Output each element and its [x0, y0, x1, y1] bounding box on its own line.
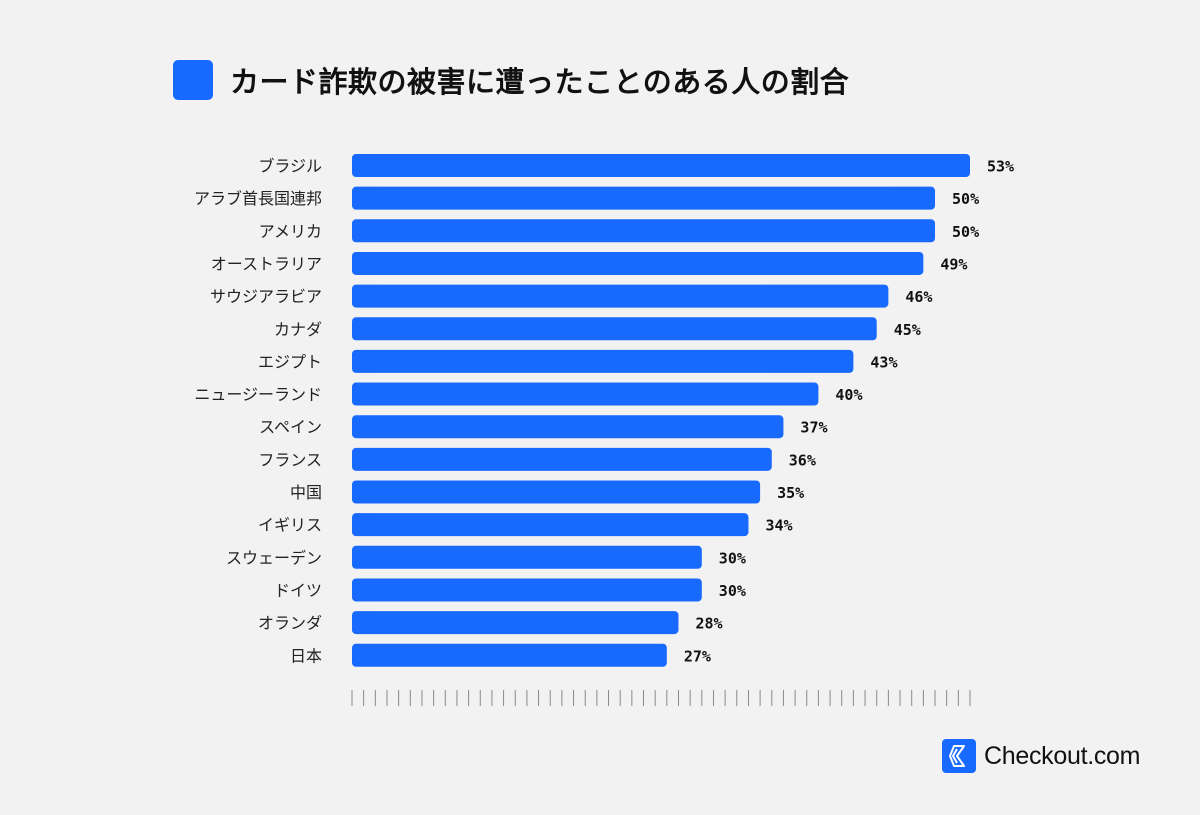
value-label: 34% [765, 517, 792, 535]
value-label: 28% [695, 615, 722, 633]
bar [352, 415, 784, 439]
bar [352, 447, 772, 471]
value-label: 49% [940, 255, 967, 273]
title-marker-square [173, 60, 213, 100]
category-label: アラブ首長国連邦 [194, 189, 322, 208]
bar [352, 480, 761, 504]
category-label: カナダ [274, 320, 322, 339]
category-label: エジプト [258, 352, 322, 371]
value-label: 37% [800, 419, 827, 437]
value-label: 35% [777, 484, 804, 502]
value-label: 50% [952, 190, 979, 208]
category-label: 中国 [290, 483, 322, 502]
bar [352, 349, 854, 373]
value-label: 43% [870, 353, 897, 371]
category-label: スウェーデン [226, 548, 322, 567]
category-label: オーストラリア [211, 254, 322, 273]
bar [352, 382, 819, 406]
value-label: 36% [789, 451, 816, 469]
checkout-logo: Checkout.com [942, 739, 1141, 773]
category-label: ブラジル [258, 157, 322, 176]
category-label: スペイン [259, 418, 322, 437]
chart-title: カード詐欺の被害に遭ったことのある人の割合 [230, 65, 850, 99]
bar [352, 611, 679, 635]
bar [352, 545, 702, 569]
bar [352, 284, 889, 308]
value-label: 45% [894, 321, 921, 339]
bar [352, 317, 877, 341]
brand-name: Checkout.com [984, 741, 1141, 770]
category-label: フランス [258, 450, 322, 469]
chart-title-block: カード詐欺の被害に遭ったことのある人の割合 [173, 59, 849, 101]
value-label: 30% [719, 582, 746, 600]
value-label: 27% [684, 647, 711, 665]
checkout-logo-icon [942, 739, 976, 773]
bar [352, 186, 936, 210]
value-label: 50% [952, 223, 979, 241]
value-label: 46% [905, 288, 932, 306]
category-label: イギリス [258, 516, 322, 535]
category-label: オランダ [258, 614, 322, 633]
bar [352, 219, 936, 243]
value-label: 30% [719, 549, 746, 567]
category-label: ドイツ [274, 581, 322, 600]
bar [352, 251, 924, 275]
value-label: 53% [987, 158, 1014, 176]
category-label: 日本 [290, 646, 322, 665]
category-label: ニュージーランド [194, 385, 322, 404]
bar [352, 643, 667, 667]
value-label: 40% [835, 386, 862, 404]
bar [352, 154, 970, 177]
bar [352, 513, 749, 537]
category-label: サウジアラビア [210, 287, 322, 306]
bar [352, 578, 702, 602]
category-label: アメリカ [259, 222, 322, 241]
